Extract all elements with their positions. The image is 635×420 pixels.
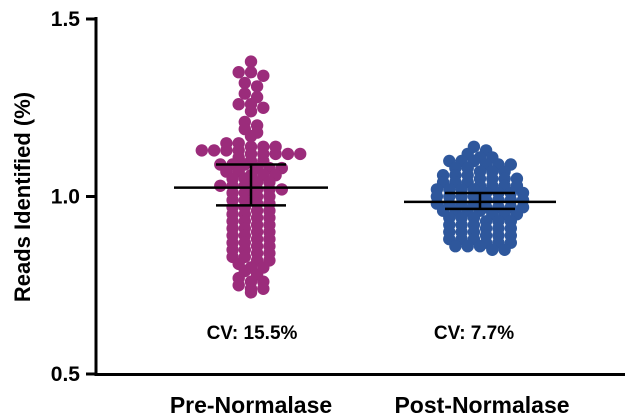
data-point — [238, 87, 251, 100]
data-point — [244, 286, 258, 299]
mean-sd-bars — [174, 163, 556, 211]
data-point — [498, 243, 511, 256]
data-point — [232, 98, 245, 111]
data-point — [250, 80, 264, 93]
data-point — [244, 66, 258, 79]
y-axis-title: Reads Identified (%) — [10, 92, 35, 302]
data-point — [257, 282, 270, 295]
data-point — [449, 240, 462, 253]
data-points — [195, 55, 530, 299]
data-point — [244, 105, 258, 118]
data-point — [257, 101, 270, 115]
data-point — [275, 183, 288, 196]
data-point — [214, 179, 227, 192]
y-axis-ticks: 0.5 1.0 1.5 — [51, 8, 96, 386]
data-point — [257, 69, 270, 83]
category-label-pre: Pre-Normalase — [170, 392, 332, 418]
data-point — [195, 144, 208, 157]
data-point — [269, 147, 282, 161]
data-point — [473, 240, 487, 253]
y-tick-label: 0.5 — [51, 363, 81, 386]
data-point — [207, 144, 221, 157]
data-point — [244, 55, 258, 68]
data-point — [238, 76, 251, 90]
data-point — [232, 279, 245, 292]
data-point — [486, 243, 499, 256]
data-point — [281, 147, 295, 161]
cv-label-post: CV: 7.7% — [434, 323, 514, 344]
data-point — [461, 240, 474, 253]
category-label-post: Post-Normalase — [394, 392, 569, 418]
cv-label-pre: CV: 15.5% — [207, 323, 298, 344]
data-point — [232, 66, 245, 79]
data-point — [220, 144, 233, 157]
y-tick-label: 1.0 — [51, 186, 80, 209]
data-point — [294, 147, 307, 161]
y-tick-label: 1.5 — [51, 8, 81, 31]
data-point — [244, 130, 258, 143]
